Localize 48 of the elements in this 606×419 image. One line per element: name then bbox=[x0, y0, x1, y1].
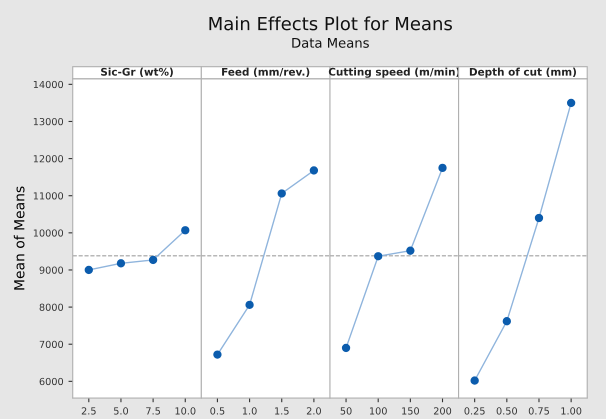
x-tick-label: 0.5 bbox=[210, 407, 224, 415]
y-tick-label: 14000 bbox=[34, 80, 64, 88]
point bbox=[406, 246, 415, 255]
y-tick-label: 6000 bbox=[40, 378, 64, 386]
point bbox=[502, 317, 511, 326]
point bbox=[116, 259, 126, 268]
y-tick-label: 13000 bbox=[34, 118, 64, 126]
point bbox=[148, 256, 158, 264]
x-tick-label: 0.50 bbox=[496, 407, 518, 415]
point bbox=[342, 344, 350, 352]
chart-title: Sic-Gr (wt%) bbox=[101, 68, 173, 77]
point bbox=[534, 214, 544, 222]
x-tick-label: 2.0 bbox=[306, 407, 321, 415]
point bbox=[470, 376, 479, 385]
text: Main Effects Plot for Means bbox=[209, 16, 452, 30]
point bbox=[84, 266, 93, 274]
x-tick-label: 10.0 bbox=[176, 407, 196, 415]
chart-title: Feed (mm/rev.) bbox=[222, 68, 310, 77]
point bbox=[213, 350, 222, 359]
x-tick-label: 50 bbox=[340, 407, 352, 415]
y-axis-title: Mean of Means bbox=[14, 186, 25, 290]
x-tick-label: 200 bbox=[434, 407, 452, 415]
y-tick-label: 12000 bbox=[34, 155, 64, 162]
chart-title: Depth of cut (mm) bbox=[470, 68, 576, 78]
text: Data Means bbox=[292, 38, 369, 48]
y-tick-label: 9000 bbox=[40, 266, 64, 274]
point bbox=[278, 189, 286, 198]
point bbox=[438, 164, 447, 172]
point bbox=[566, 98, 576, 108]
y-tick-label: 7000 bbox=[40, 340, 64, 348]
x-tick-label: 5.0 bbox=[114, 407, 128, 415]
x-tick-label: 1.5 bbox=[275, 407, 289, 415]
x-tick-label: 7.5 bbox=[146, 407, 160, 415]
x-tick-label: 0.25 bbox=[464, 407, 485, 415]
point bbox=[310, 166, 318, 175]
y-tick-label: 8000 bbox=[40, 304, 64, 311]
x-tick-label: 100 bbox=[370, 407, 387, 415]
point bbox=[181, 226, 190, 234]
x-tick-label: 1.00 bbox=[561, 407, 582, 415]
chart-title: Cutting speed (m/min) bbox=[328, 68, 460, 78]
point bbox=[245, 300, 254, 310]
point bbox=[374, 252, 382, 260]
y-tick-label: 10000 bbox=[34, 229, 64, 237]
x-tick-label: 150 bbox=[402, 407, 419, 415]
x-tick-label: 0.75 bbox=[528, 407, 549, 415]
x-tick-label: 1.0 bbox=[242, 407, 257, 415]
x-tick-label: 2.5 bbox=[82, 407, 96, 415]
y-tick-label: 11000 bbox=[34, 192, 64, 200]
